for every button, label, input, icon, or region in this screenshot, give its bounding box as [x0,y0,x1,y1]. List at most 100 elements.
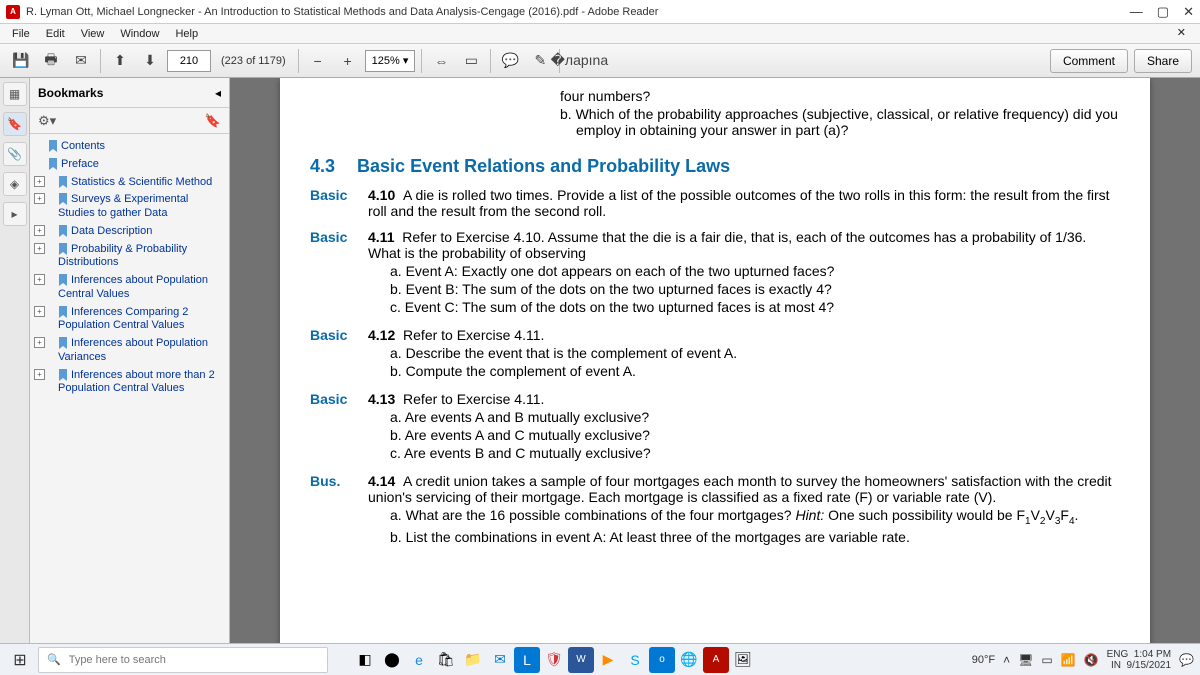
pdf-page: four numbers? b. Which of the probabilit… [280,78,1150,645]
comment-icon[interactable]: 💬 [497,48,523,74]
exercise-tag: Bus. [310,473,368,547]
exercise-tag: Basic [310,229,368,317]
exercise-row: Basic4.10 A die is rolled two times. Pro… [310,187,1120,219]
skype-icon[interactable]: S [622,647,648,673]
window-title: R. Lyman Ott, Michael Longnecker - An In… [26,6,1130,18]
exercise-body: 4.14 A credit union takes a sample of fo… [368,473,1120,547]
page-up-icon[interactable]: ⬆ [107,48,133,74]
close-document-icon[interactable]: ✕ [1169,26,1194,39]
page-count: (223 of 1179) [215,55,292,67]
exercise-subitem: a. Are events A and B mutually exclusive… [408,409,1120,425]
save-icon[interactable]: 💾 [8,48,34,74]
exercise-row: Basic4.11 Refer to Exercise 4.10. Assume… [310,229,1120,317]
adobe-icon[interactable]: A [703,647,729,673]
notifications-icon[interactable]: 💬 [1179,653,1194,667]
start-button[interactable]: ⊞ [6,646,34,674]
photos-icon[interactable]: 🖼 [730,647,756,673]
media-icon[interactable]: ▶ [595,647,621,673]
store-icon[interactable]: 🛍 [433,647,459,673]
chrome-icon[interactable]: 🌐 [676,647,702,673]
exercise-subitem: b. Compute the complement of event A. [408,363,1120,379]
zoom-out-icon[interactable]: − [305,48,331,74]
exercise-tag: Basic [310,391,368,463]
taskbar: ⊞ 🔍 Type here to search ◧ ⬤ e 🛍 📁 ✉ L 🛡 … [0,643,1200,675]
volume-icon[interactable]: 🔇 [1084,653,1099,667]
exercise-subitem: a. Describe the event that is the comple… [408,345,1120,361]
bookmarks-icon[interactable]: 🔖 [3,112,27,136]
exercise-subitem: b. List the combinations in event A: At … [408,529,1120,545]
bookmark-item[interactable]: Probability & Probability Distributions [32,241,227,273]
bookmark-item[interactable]: Inferences about Population Central Valu… [32,272,227,304]
section-title: Basic Event Relations and Probability La… [357,156,730,177]
bookmark-item[interactable]: Statistics & Scientific Method [32,174,227,192]
collapse-panel-icon[interactable]: ◂ [215,86,221,100]
thumbnails-icon[interactable]: ▦ [3,82,27,106]
exercise-row: Basic4.13 Refer to Exercise 4.11.a. Are … [310,391,1120,463]
bookmark-item[interactable]: Inferences about more than 2 Population … [32,367,227,399]
maximize-button[interactable]: ▢ [1157,4,1169,20]
signatures-icon[interactable]: ◈ [3,172,27,196]
document-viewport[interactable]: four numbers? b. Which of the probabilit… [230,78,1200,653]
bookmarks-header: Bookmarks ◂ [30,78,229,108]
highlight-icon[interactable]: ✎ [527,48,553,74]
more-rail-icon[interactable]: ▸ [3,202,27,226]
menu-help[interactable]: Help [167,28,206,40]
main-area: ▦ 🔖 📎 ◈ ▸ Bookmarks ◂ ⚙▾ 🔖 ContentsPrefa… [0,78,1200,653]
edge-icon[interactable]: e [406,647,432,673]
bookmark-item[interactable]: Contents [32,138,227,156]
bookmarks-panel: Bookmarks ◂ ⚙▾ 🔖 ContentsPrefaceStatisti… [30,78,230,653]
menu-file[interactable]: File [4,28,38,40]
bookmarks-tree[interactable]: ContentsPrefaceStatistics & Scientific M… [30,134,229,653]
bookmark-item[interactable]: Preface [32,156,227,174]
taskbar-apps: ◧ ⬤ e 🛍 📁 ✉ L 🛡 W ▶ S o 🌐 A 🖼 [352,647,756,673]
bookmark-item[interactable]: Inferences about Population Variances [32,335,227,367]
zoom-select[interactable]: 125% ▾ [365,50,416,72]
cortana-icon[interactable]: ⬤ [379,647,405,673]
taskbar-search[interactable]: 🔍 Type here to search [38,647,328,673]
fit-width-icon[interactable]: ⇔ [428,48,454,74]
comment-button[interactable]: Comment [1050,49,1128,73]
search-icon: 🔍 [47,653,61,666]
title-bar: A R. Lyman Ott, Michael Longnecker - An … [0,0,1200,24]
page-number-input[interactable] [167,50,211,72]
wifi-icon[interactable]: 📶 [1061,653,1076,667]
page-down-icon[interactable]: ⬇ [137,48,163,74]
mail-icon[interactable]: ✉ [487,647,513,673]
menu-bar: File Edit View Window Help ✕ [0,24,1200,44]
explorer-icon[interactable]: 📁 [460,647,486,673]
section-heading: 4.3 Basic Event Relations and Probabilit… [310,156,1120,177]
bookmark-item[interactable]: Inferences Comparing 2 Population Centra… [32,304,227,336]
fit-page-icon[interactable]: ▭ [458,48,484,74]
new-bookmark-icon[interactable]: 🔖 [205,113,221,129]
menu-edit[interactable]: Edit [38,28,73,40]
word-icon[interactable]: W [568,647,594,673]
tray-chevron-icon[interactable]: ˄ [1003,653,1010,667]
menu-window[interactable]: Window [112,28,167,40]
minimize-button[interactable]: — [1130,4,1143,20]
bookmark-item[interactable]: Surveys & Experimental Studies to gather… [32,191,227,223]
task-view-icon[interactable]: ◧ [352,647,378,673]
print-icon[interactable]: 🖶 [38,48,64,74]
battery-icon[interactable]: 🖥 [1018,653,1033,667]
close-button[interactable]: ✕ [1183,4,1194,20]
sign-icon[interactable]: �ларına [566,48,592,74]
app-l-icon[interactable]: L [514,647,540,673]
clock[interactable]: ENG 1:04 PM IN 9/15/2021 [1107,649,1171,671]
network-icon[interactable]: ▭ [1041,653,1052,667]
share-button[interactable]: Share [1134,49,1192,73]
nav-rail: ▦ 🔖 📎 ◈ ▸ [0,78,30,653]
carryover-text: four numbers? b. Which of the probabilit… [560,88,1120,138]
window-controls: — ▢ ✕ [1130,4,1194,20]
email-icon[interactable]: ✉ [68,48,94,74]
attachments-icon[interactable]: 📎 [3,142,27,166]
weather-widget[interactable]: 90°F [972,654,995,666]
exercise-tag: Basic [310,327,368,381]
menu-view[interactable]: View [73,28,113,40]
bookmark-item[interactable]: Data Description [32,223,227,241]
zoom-in-icon[interactable]: + [335,48,361,74]
bookmark-options-icon[interactable]: ⚙▾ [38,113,56,129]
pdf-icon: A [6,5,20,19]
exercise-subitem: b. Event B: The sum of the dots on the t… [408,281,1120,297]
outlook-icon[interactable]: o [649,647,675,673]
shield-icon[interactable]: 🛡 [541,647,567,673]
